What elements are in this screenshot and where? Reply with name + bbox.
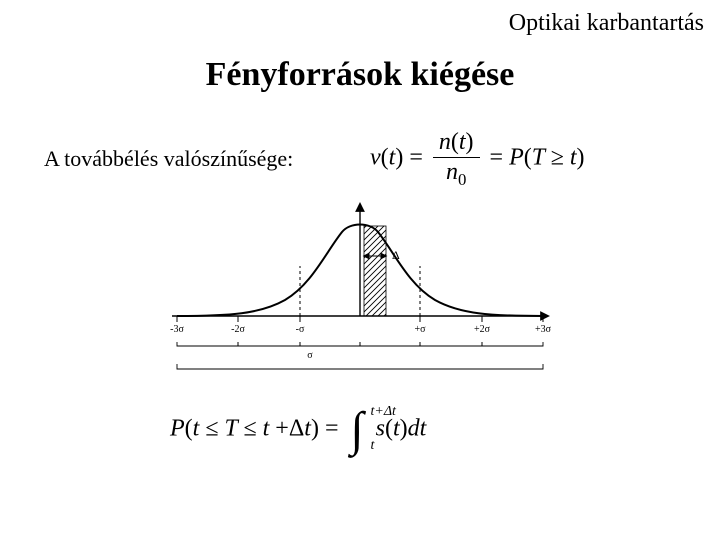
eq2-eq: =: [325, 416, 339, 442]
equation-survival: v(t) = n(t) n0 = P(T ≥ t): [370, 128, 585, 190]
svg-text:σ: σ: [307, 350, 313, 361]
svg-text:-3σ: -3σ: [170, 324, 184, 335]
graph-svg: Δ -3σ -2σ -σ +σ +2σ +3σ σ: [150, 196, 570, 386]
page-header: Optikai karbantartás: [509, 10, 704, 37]
normal-distribution-graph: Δ -3σ -2σ -σ +σ +2σ +3σ σ: [150, 196, 570, 386]
eq1-T: T: [532, 144, 545, 170]
svg-text:+3σ: +3σ: [535, 324, 552, 335]
eq2-le2: ≤: [243, 416, 256, 442]
eq1-P: P: [509, 144, 524, 170]
integral: t+Δt ∫ t: [350, 408, 363, 452]
eq2-le1: ≤: [205, 416, 218, 442]
svg-text:Δ: Δ: [392, 248, 400, 262]
integral-lower: t: [370, 438, 374, 454]
eq2-plus: +: [275, 416, 289, 442]
eq2-t2: t: [263, 416, 270, 442]
integral-sign: ∫: [350, 408, 363, 451]
equation-interval-probability: P(t ≤ T ≤ t +Δt) = t+Δt ∫ t s(t)dt: [170, 408, 426, 452]
eq1-ge: ≥: [551, 144, 564, 170]
eq1-t2: t: [570, 144, 577, 170]
eq1-fraction: n(t) n0: [433, 128, 480, 190]
eq2-t1: t: [193, 416, 200, 442]
eq1-den-sub: 0: [458, 170, 466, 189]
eq1-num-n: n: [439, 129, 451, 155]
subtitle-text: A továbbélés valószínűsége:: [44, 146, 293, 172]
eq1-num-t: t: [459, 129, 466, 155]
svg-text:+2σ: +2σ: [474, 324, 491, 335]
eq2-T: T: [225, 416, 238, 442]
page-title: Fényforrások kiégése: [0, 56, 720, 94]
svg-text:-2σ: -2σ: [231, 324, 245, 335]
svg-text:+σ: +σ: [414, 324, 426, 335]
eq2-dt: dt: [408, 416, 427, 442]
svg-text:-σ: -σ: [296, 324, 305, 335]
integral-upper: t+Δt: [370, 404, 395, 420]
eq1-den-n: n: [446, 159, 458, 185]
eq2-P: P: [170, 416, 185, 442]
eq1-v: v: [370, 144, 381, 170]
eq2-delta: Δ: [289, 416, 304, 442]
eq2-t3: t: [304, 416, 311, 442]
page: Optikai karbantartás Fényforrások kiégés…: [0, 0, 720, 540]
